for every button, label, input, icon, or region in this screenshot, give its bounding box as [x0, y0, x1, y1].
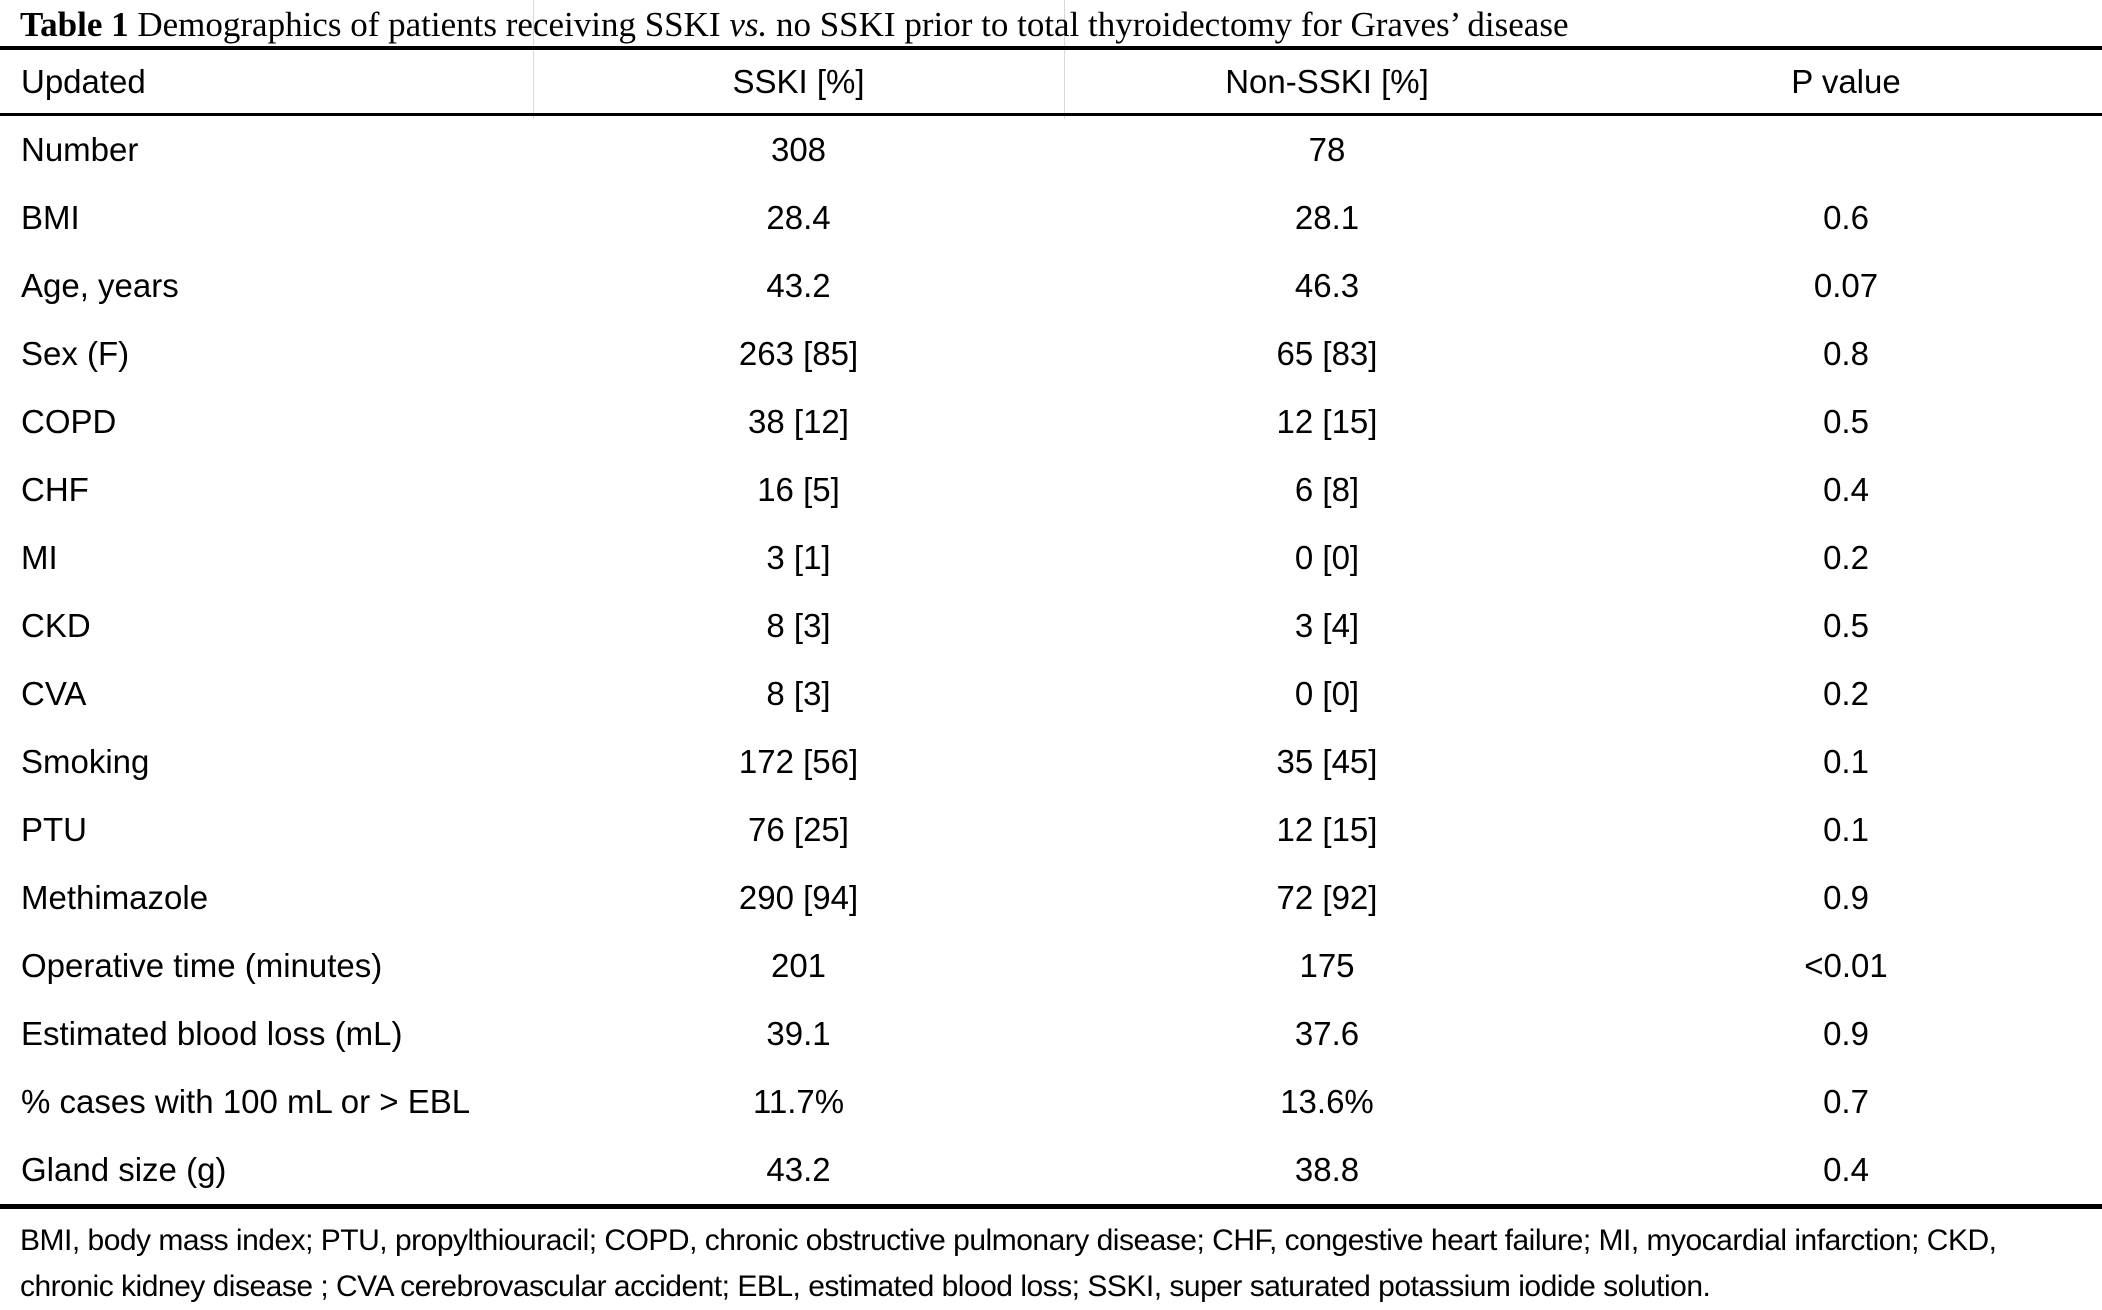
non-sski-cell: 12 [15] — [1276, 811, 1378, 848]
sski-cell: 8 [3] — [766, 607, 831, 644]
table-title-pre: Demographics of patients receiving SSKI — [128, 5, 730, 44]
sski-cell: 201 — [770, 947, 827, 984]
non-sski-cell: 175 — [1299, 947, 1355, 984]
row-label-cell: PTU — [21, 811, 87, 848]
table-row: Number 308 78 — [0, 116, 2102, 184]
sski-cell: 3 [1] — [766, 539, 831, 576]
column-divider-line — [1064, 0, 1065, 119]
p-value-cell: 0.2 — [1823, 675, 1869, 712]
p-value-cell: 0.5 — [1823, 607, 1869, 644]
table-row: Age, years 43.2 46.3 0.07 — [0, 252, 2102, 320]
p-value-cell: 0.4 — [1823, 471, 1869, 508]
table-row: Gland size (g) 43.2 38.8 0.4 — [0, 1136, 2102, 1204]
table-body: Number 308 78 BMI 28.4 28.1 0.6 Age, yea… — [0, 116, 2102, 1204]
sski-cell: 43.2 — [766, 1151, 831, 1188]
sski-cell: 308 — [770, 131, 827, 168]
non-sski-cell: 35 [45] — [1276, 743, 1378, 780]
non-sski-cell: 12 [15] — [1276, 403, 1378, 440]
row-label-cell: Number — [21, 131, 139, 168]
column-divider-line — [533, 0, 534, 119]
table-row: Methimazole 290 [94] 72 [92] 0.9 — [0, 864, 2102, 932]
table-row: BMI 28.4 28.1 0.6 — [0, 184, 2102, 252]
table-row: % cases with 100 mL or > EBL 11.7% 13.6%… — [0, 1068, 2102, 1136]
non-sski-cell: 78 — [1308, 131, 1346, 168]
p-value-cell: 0.6 — [1823, 199, 1869, 236]
row-label-cell: COPD — [21, 403, 117, 440]
row-label-cell: Operative time (minutes) — [21, 947, 383, 984]
table-title-post: no SSKI prior to total thyroidectomy for… — [767, 5, 1569, 44]
header-cell-p-value: P value — [1791, 62, 1901, 100]
sski-cell: 290 [94] — [738, 879, 859, 916]
row-label-cell: BMI — [21, 199, 80, 236]
p-value-cell: 0.4 — [1823, 1151, 1869, 1188]
non-sski-cell: 72 [92] — [1276, 879, 1378, 916]
non-sski-cell: 13.6% — [1280, 1083, 1374, 1120]
table-row: CKD 8 [3] 3 [4] 0.5 — [0, 592, 2102, 660]
table-row: Operative time (minutes) 201 175 <0.01 — [0, 932, 2102, 1000]
p-value-cell: 0.5 — [1823, 403, 1869, 440]
p-value-cell: 0.1 — [1823, 743, 1869, 780]
sski-cell: 76 [25] — [748, 811, 849, 848]
row-label-cell: CKD — [21, 607, 91, 644]
row-label-cell: Gland size (g) — [21, 1151, 227, 1188]
table-row: Smoking 172 [56] 35 [45] 0.1 — [0, 728, 2102, 796]
table-title-label: Table 1 — [20, 5, 129, 44]
table-title-vs: vs. — [729, 5, 768, 44]
header-cell-updated: Updated — [21, 62, 146, 100]
sski-cell: 28.4 — [766, 199, 831, 236]
row-label-cell: MI — [21, 539, 58, 576]
row-label-cell: Estimated blood loss (mL) — [21, 1015, 403, 1052]
p-value-cell: <0.01 — [1804, 947, 1888, 984]
non-sski-cell: 46.3 — [1294, 267, 1360, 304]
table-row: Estimated blood loss (mL) 39.1 37.6 0.9 — [0, 1000, 2102, 1068]
sski-cell: 8 [3] — [766, 675, 831, 712]
p-value-cell: 0.2 — [1823, 539, 1869, 576]
p-value-cell: 0.9 — [1823, 879, 1869, 916]
footnote-text: BMI, body mass index; PTU, propylthioura… — [20, 1224, 1997, 1303]
non-sski-cell: 28.1 — [1294, 199, 1360, 236]
sski-cell: 16 [5] — [757, 471, 840, 508]
sski-cell: 11.7% — [752, 1083, 845, 1120]
row-label-cell: % cases with 100 mL or > EBL — [21, 1083, 471, 1120]
row-label-cell: CVA — [21, 675, 87, 712]
header-cell-non-sski: Non-SSKI [%] — [1225, 62, 1429, 100]
non-sski-cell: 6 [8] — [1294, 471, 1360, 508]
sski-cell: 172 [56] — [738, 743, 859, 780]
p-value-cell: 0.07 — [1813, 267, 1879, 304]
sski-cell: 263 [85] — [738, 335, 859, 372]
sski-cell: 43.2 — [766, 267, 831, 304]
non-sski-cell: 0 [0] — [1294, 675, 1360, 712]
sski-cell: 38 [12] — [748, 403, 849, 440]
table-header-row: Updated SSKI [%] Non-SSKI [%] P value — [0, 46, 2102, 116]
sski-cell: 39.1 — [766, 1015, 831, 1052]
p-value-cell: 0.7 — [1823, 1083, 1869, 1120]
table-row: COPD 38 [12] 12 [15] 0.5 — [0, 388, 2102, 456]
p-value-cell: 0.9 — [1823, 1015, 1869, 1052]
p-value-cell: 0.1 — [1823, 811, 1869, 848]
table-row: CVA 8 [3] 0 [0] 0.2 — [0, 660, 2102, 728]
row-label-cell: Methimazole — [21, 879, 209, 916]
non-sski-cell: 65 [83] — [1276, 335, 1378, 372]
table-row: PTU 76 [25] 12 [15] 0.1 — [0, 796, 2102, 864]
row-label-cell: Age, years — [21, 267, 179, 304]
header-cell-sski: SSKI [%] — [732, 62, 865, 100]
table-row: MI 3 [1] 0 [0] 0.2 — [0, 524, 2102, 592]
table-row: CHF 16 [5] 6 [8] 0.4 — [0, 456, 2102, 524]
p-value-cell: 0.8 — [1823, 335, 1869, 372]
table-row: Sex (F) 263 [85] 65 [83] 0.8 — [0, 320, 2102, 388]
non-sski-cell: 37.6 — [1294, 1015, 1360, 1052]
non-sski-cell: 0 [0] — [1294, 539, 1360, 576]
table-footnote: BMI, body mass index; PTU, propylthioura… — [0, 1204, 2102, 1310]
row-label-cell: CHF — [21, 471, 89, 508]
non-sski-cell: 3 [4] — [1294, 607, 1360, 644]
non-sski-cell: 38.8 — [1294, 1151, 1360, 1188]
table-title: Table 1 Demographics of patients receivi… — [0, 0, 2102, 46]
row-label-cell: Sex (F) — [21, 335, 130, 372]
row-label-cell: Smoking — [21, 743, 150, 780]
